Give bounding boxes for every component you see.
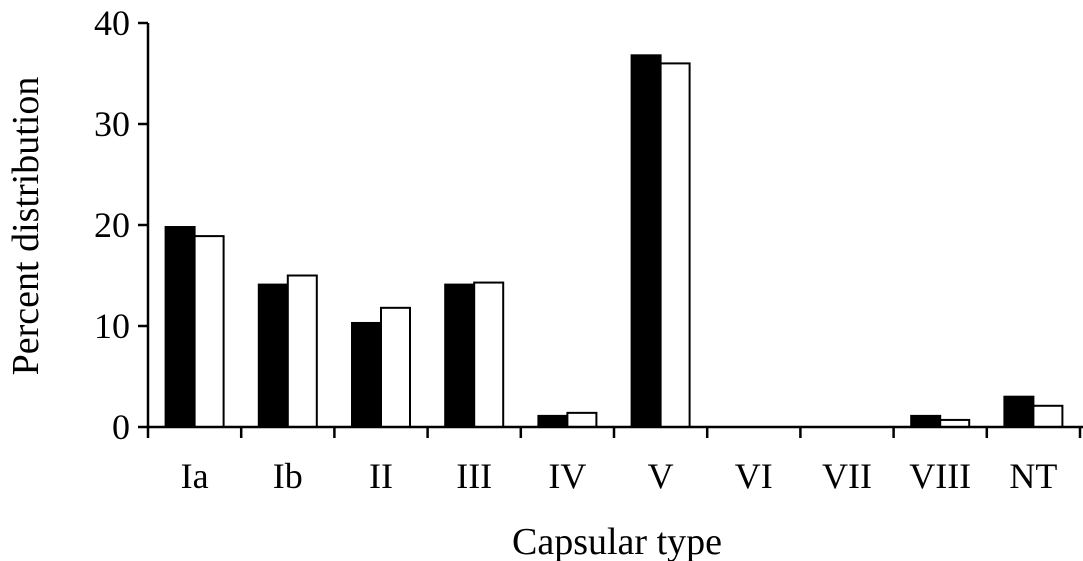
y-tick-label: 10 [94, 306, 130, 346]
bar-IV-series-2 [566, 411, 598, 428]
x-tick-label: VI [735, 456, 773, 496]
x-tick-label: Ia [181, 456, 209, 496]
y-tick-label: 30 [94, 104, 130, 144]
y-tick-label: 40 [94, 3, 130, 43]
bar-NT-series-2 [1032, 404, 1064, 429]
x-tick-label: VII [822, 456, 872, 496]
bar-II-series-1 [351, 321, 382, 428]
bar-Ia-series-2 [193, 235, 225, 428]
bar-Ib-series-1 [257, 283, 289, 428]
bar-V-series-1 [630, 54, 662, 428]
bar-V-series-2 [659, 62, 691, 429]
x-tick-label: V [648, 456, 674, 496]
y-tick-label: 0 [112, 407, 130, 447]
bar-Ib-series-2 [286, 274, 318, 428]
y-axis-title: Percent distribution [5, 77, 47, 376]
x-tick-label: Ib [273, 456, 303, 496]
x-tick-label: VIII [909, 456, 971, 496]
x-tick-label: III [456, 456, 492, 496]
y-tick-label: 20 [94, 205, 130, 245]
bar-II-series-2 [380, 306, 411, 429]
bars-group [164, 54, 1064, 429]
axes-group [138, 21, 1083, 438]
x-tick-label: IV [548, 456, 586, 496]
bar-Ia-series-1 [164, 226, 196, 428]
x-tick-label: NT [1009, 456, 1057, 496]
bar-NT-series-1 [1003, 395, 1035, 429]
bar-VIII-series-1 [910, 414, 942, 429]
bar-III-series-1 [444, 283, 476, 428]
bar-III-series-2 [473, 281, 505, 428]
x-axis-title: Capsular type [512, 521, 722, 561]
bar-IV-series-1 [537, 414, 569, 429]
x-tick-label: II [369, 456, 393, 496]
